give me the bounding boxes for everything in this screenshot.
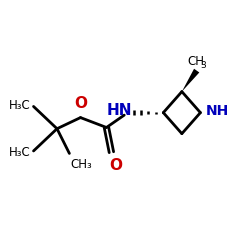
Text: CH₃: CH₃ <box>70 158 92 171</box>
Text: 3: 3 <box>201 60 206 70</box>
Text: H₃C: H₃C <box>9 146 31 159</box>
Polygon shape <box>182 69 199 92</box>
Text: HN: HN <box>106 103 132 118</box>
Text: H₃C: H₃C <box>9 99 31 112</box>
Text: NH: NH <box>206 104 229 118</box>
Text: O: O <box>74 96 88 112</box>
Text: CH: CH <box>188 55 205 68</box>
Text: O: O <box>109 158 122 173</box>
